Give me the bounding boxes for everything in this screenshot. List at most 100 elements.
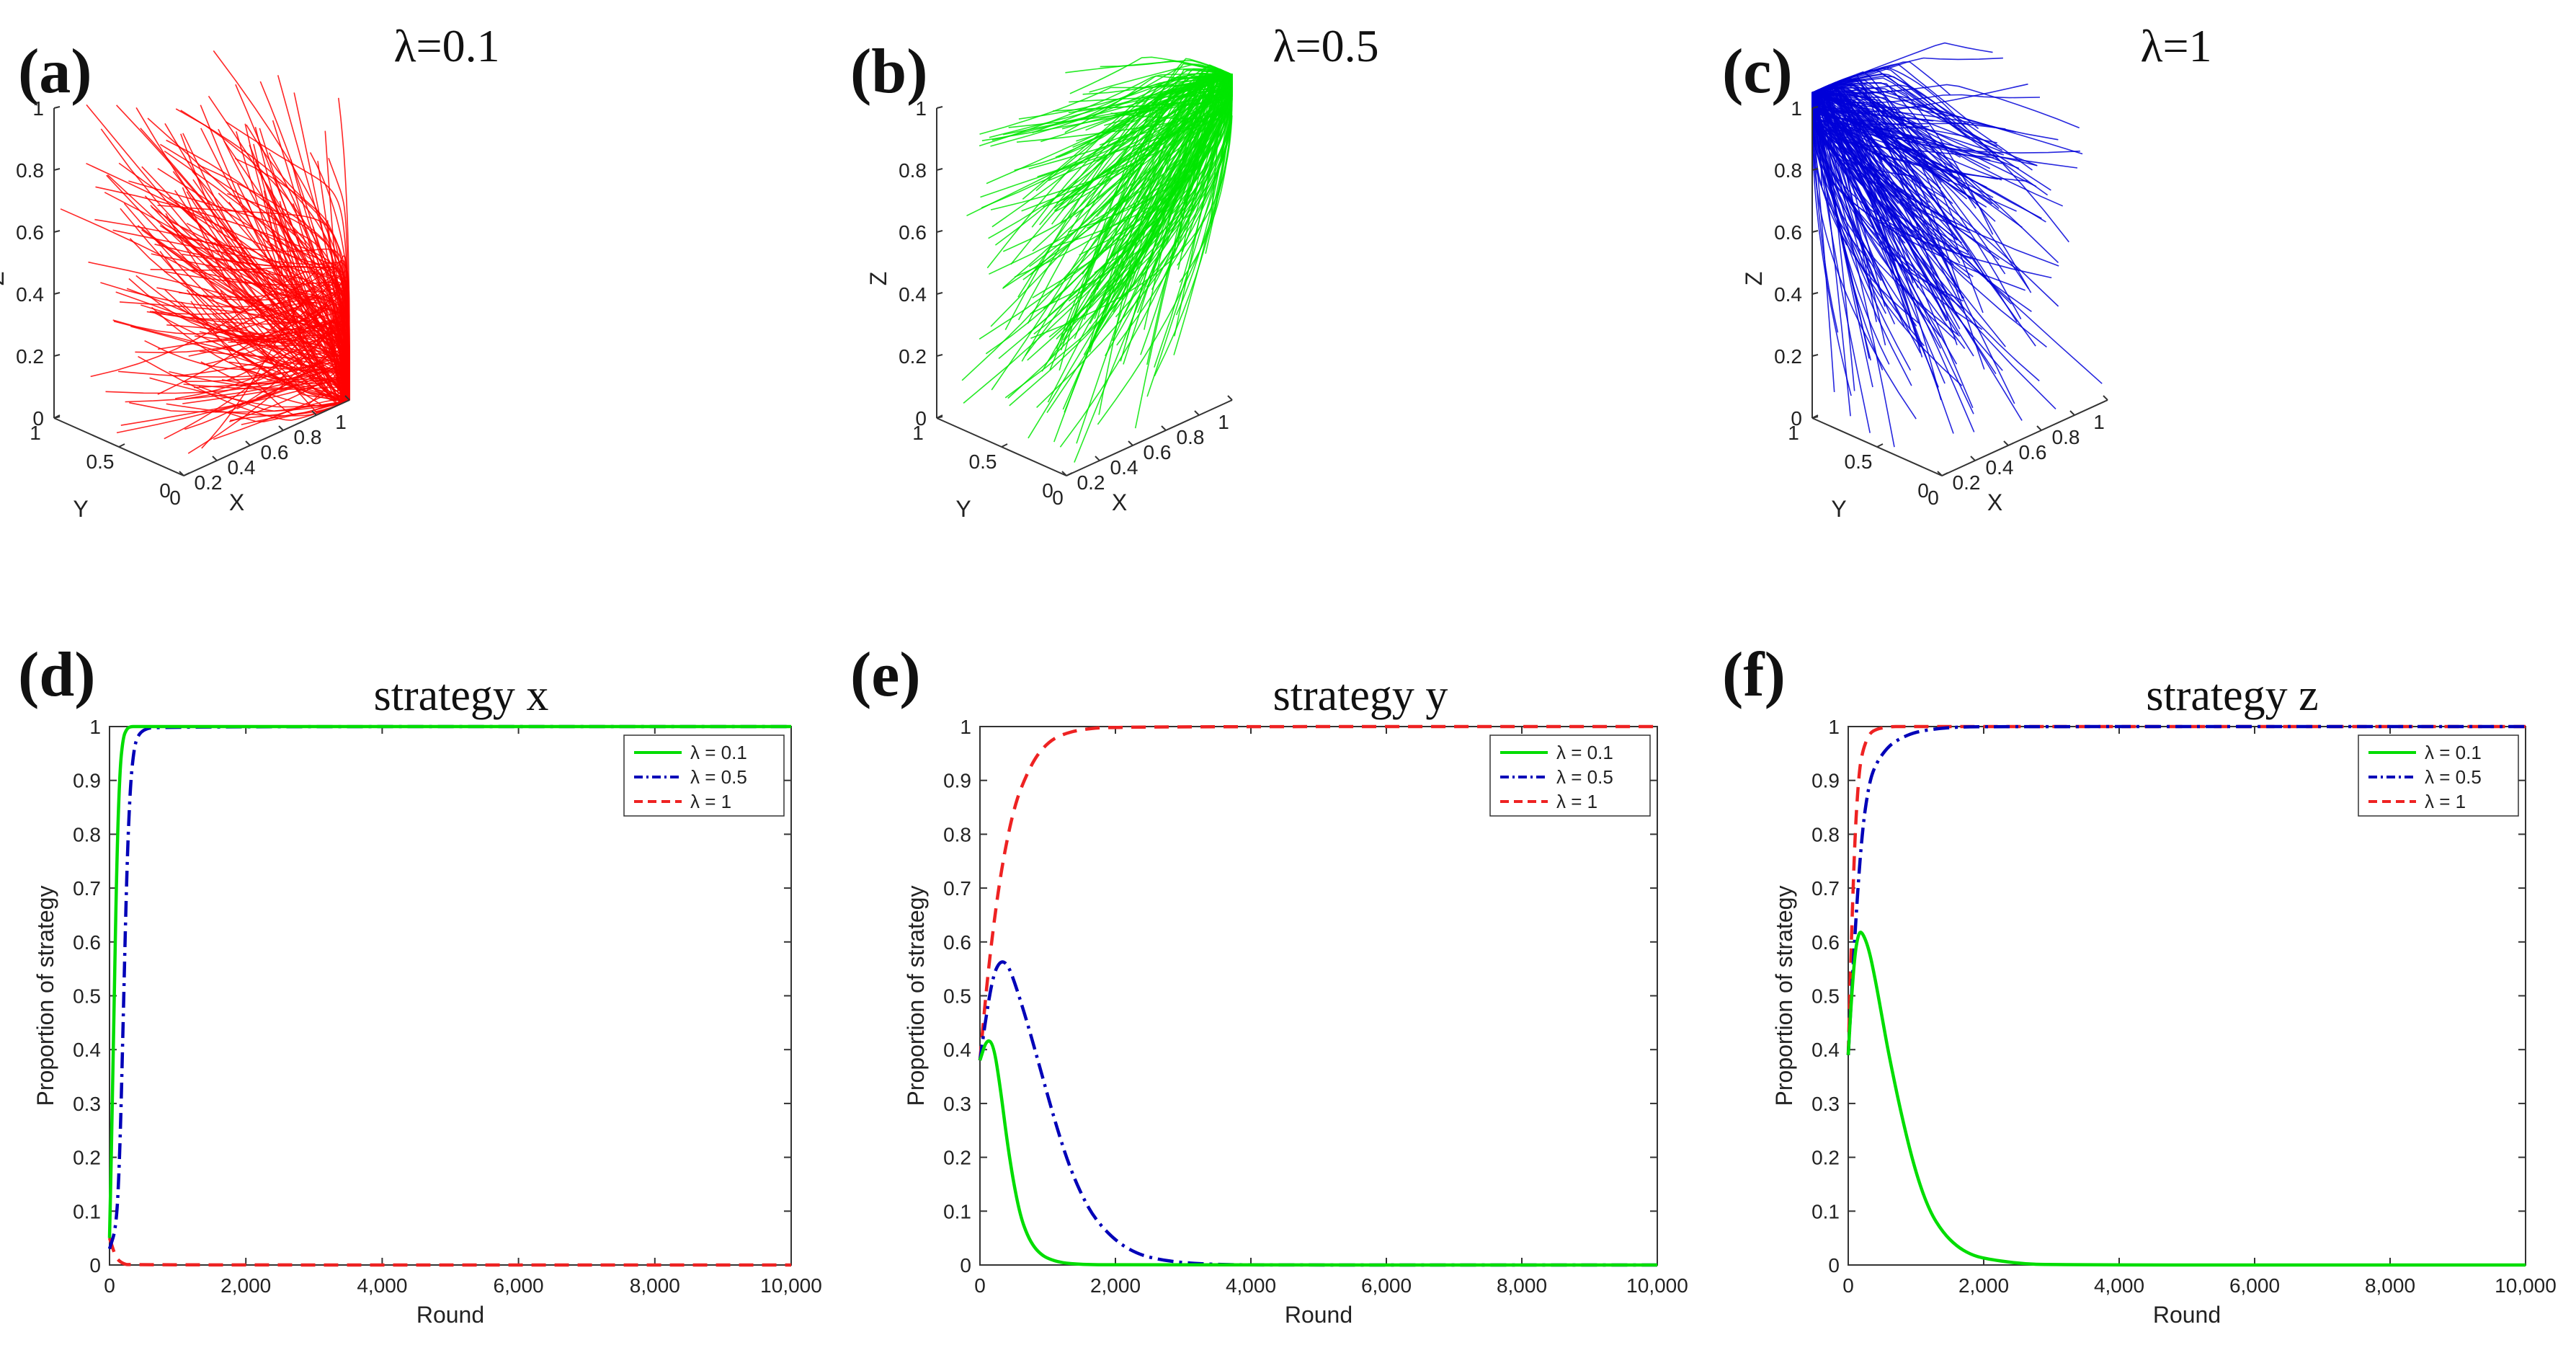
panel-letter-e: (e): [850, 640, 921, 710]
panel-c-3d-trajectories: (c) λ=1 00.20.40.60.8100.20.40.60.8100.5…: [1722, 20, 2212, 522]
z-tick: [53, 168, 61, 171]
x-tick-label: 6,000: [494, 1274, 544, 1297]
x-tick-label: 0.4: [1986, 456, 2014, 479]
x-tick-label: 8,000: [630, 1274, 680, 1297]
panel-letter-b: (b): [850, 37, 928, 107]
panel-e-line-chart: (e) strategy y 0 0.1 0.2 0.3 0.4 0.5 0.6 0.7 0.8…: [850, 640, 1688, 1328]
y-tick: [1066, 472, 1073, 476]
x-tick: [1937, 471, 1943, 476]
y-tick: [53, 414, 61, 419]
trajectory-line: [1108, 87, 1228, 204]
x-tick: [311, 410, 317, 416]
series-line: [107, 724, 791, 1238]
panel-a-3d-trajectories: (a) λ=0.1 00.20.40.60.8100.20.40.60.8100…: [0, 20, 500, 522]
y-tick-label: 0.7: [943, 877, 971, 900]
y-tick-label: 0.3: [73, 1093, 101, 1115]
y-tick-label: 1: [30, 422, 41, 444]
x-tick-label: 0: [104, 1274, 115, 1297]
legend-label: λ = 0.1: [690, 742, 747, 763]
y-tick: [183, 472, 190, 476]
z-tick-label: 0.6: [1774, 221, 1802, 244]
x-tick-label: 0.2: [1077, 471, 1105, 494]
x-tick: [1227, 395, 1233, 401]
trajectory-line: [1017, 92, 1224, 298]
y-tick-label: 0.4: [1811, 1039, 1840, 1061]
x-tick: [2103, 395, 2108, 401]
y-axis-label: Y: [73, 496, 88, 522]
trajectory-line: [309, 152, 350, 386]
z-tick-label: 0.4: [1774, 283, 1802, 306]
y-axis-label: Y: [955, 496, 971, 522]
y-tick-label: 0.5: [943, 985, 971, 1008]
x-tick-label: 0.2: [1953, 471, 1981, 494]
z-tick: [936, 168, 943, 171]
z-tick-label: 0.6: [899, 221, 927, 244]
panel-a-title: λ=0.1: [393, 20, 499, 71]
x-tick-label: 0.6: [2019, 441, 2047, 463]
x-tick-label: 0.6: [1144, 441, 1172, 463]
y-tick-label: 1: [912, 422, 924, 444]
trajectory-line: [150, 265, 344, 396]
panel-f-line-chart: (f) strategy z 0 0.1 0.2 0.3 0.4 0.5 0.6 0.7 0.8…: [1722, 640, 2557, 1328]
y-tick-label: 0.4: [943, 1039, 971, 1061]
x-axis-line: [183, 399, 350, 476]
x-tick: [2003, 440, 2009, 446]
x-tick-label: 10,000: [2495, 1274, 2557, 1297]
trajectory-line: [1186, 99, 1233, 218]
y-axis-label: Proportion of strategy: [32, 886, 58, 1106]
x-tick: [2069, 410, 2075, 416]
x-axis-label: Round: [416, 1302, 484, 1328]
x-tick-label: 0: [1052, 487, 1064, 509]
panel-a-trajectories: [60, 50, 350, 454]
legend-label: λ = 0.5: [1556, 766, 1613, 788]
y-tick-label: 0: [1917, 479, 1929, 502]
trajectory-line: [129, 238, 345, 401]
x-tick-label: 0: [169, 487, 181, 509]
z-tick-label: 1: [1791, 97, 1802, 120]
y-axis-label: Proportion of strategy: [1771, 886, 1797, 1106]
panel-b-trajectories: [961, 56, 1233, 463]
panel-letter-d: (d): [18, 640, 96, 710]
trajectory-line: [1812, 115, 1889, 191]
z-tick-label: 0.2: [1774, 345, 1802, 368]
trajectory-line: [157, 168, 347, 398]
z-tick: [53, 230, 61, 233]
x-tick-label: 2,000: [1958, 1274, 2009, 1297]
x-tick: [1161, 425, 1167, 431]
z-tick: [936, 354, 943, 357]
panel-c-trajectories: [1811, 42, 2103, 448]
y-tick-label: 0.8: [1811, 823, 1840, 845]
x-tick-label: 0.2: [195, 471, 223, 494]
trajectory-line: [213, 323, 348, 396]
y-tick: [1811, 414, 1819, 419]
trajectory-line: [1074, 97, 1229, 463]
x-tick-label: 1: [2093, 411, 2105, 433]
panel-d-title: strategy x: [374, 671, 549, 720]
y-tick-label: 0.6: [73, 931, 101, 954]
x-tick-label: 4,000: [2094, 1274, 2144, 1297]
trajectory-line: [1819, 42, 1993, 105]
series-line: [1846, 724, 2526, 1055]
trajectory-line: [1060, 68, 1231, 351]
x-tick: [2036, 425, 2042, 431]
trajectory-line: [986, 72, 1225, 269]
z-tick-label: 1: [915, 97, 927, 120]
y-tick-label: 0.5: [86, 450, 115, 473]
x-tick: [212, 456, 218, 461]
y-tick-label: 0: [1042, 479, 1053, 502]
y-tick-label: 0.3: [1811, 1093, 1840, 1115]
y-tick-label: 1: [89, 716, 101, 738]
trajectory-line: [1811, 104, 2103, 384]
legend-label: λ = 0.1: [1556, 742, 1613, 763]
trajectory-line: [249, 144, 344, 389]
x-tick-label: 10,000: [1626, 1274, 1688, 1297]
series-line: [1846, 724, 2526, 1055]
x-tick-label: 1: [1218, 411, 1229, 433]
z-tick-label: 0.2: [899, 345, 927, 368]
y-tick-label: 0.5: [1845, 450, 1873, 473]
x-tick-label: 0.4: [228, 456, 256, 479]
series-line: [978, 1039, 1657, 1267]
z-tick: [53, 354, 61, 357]
